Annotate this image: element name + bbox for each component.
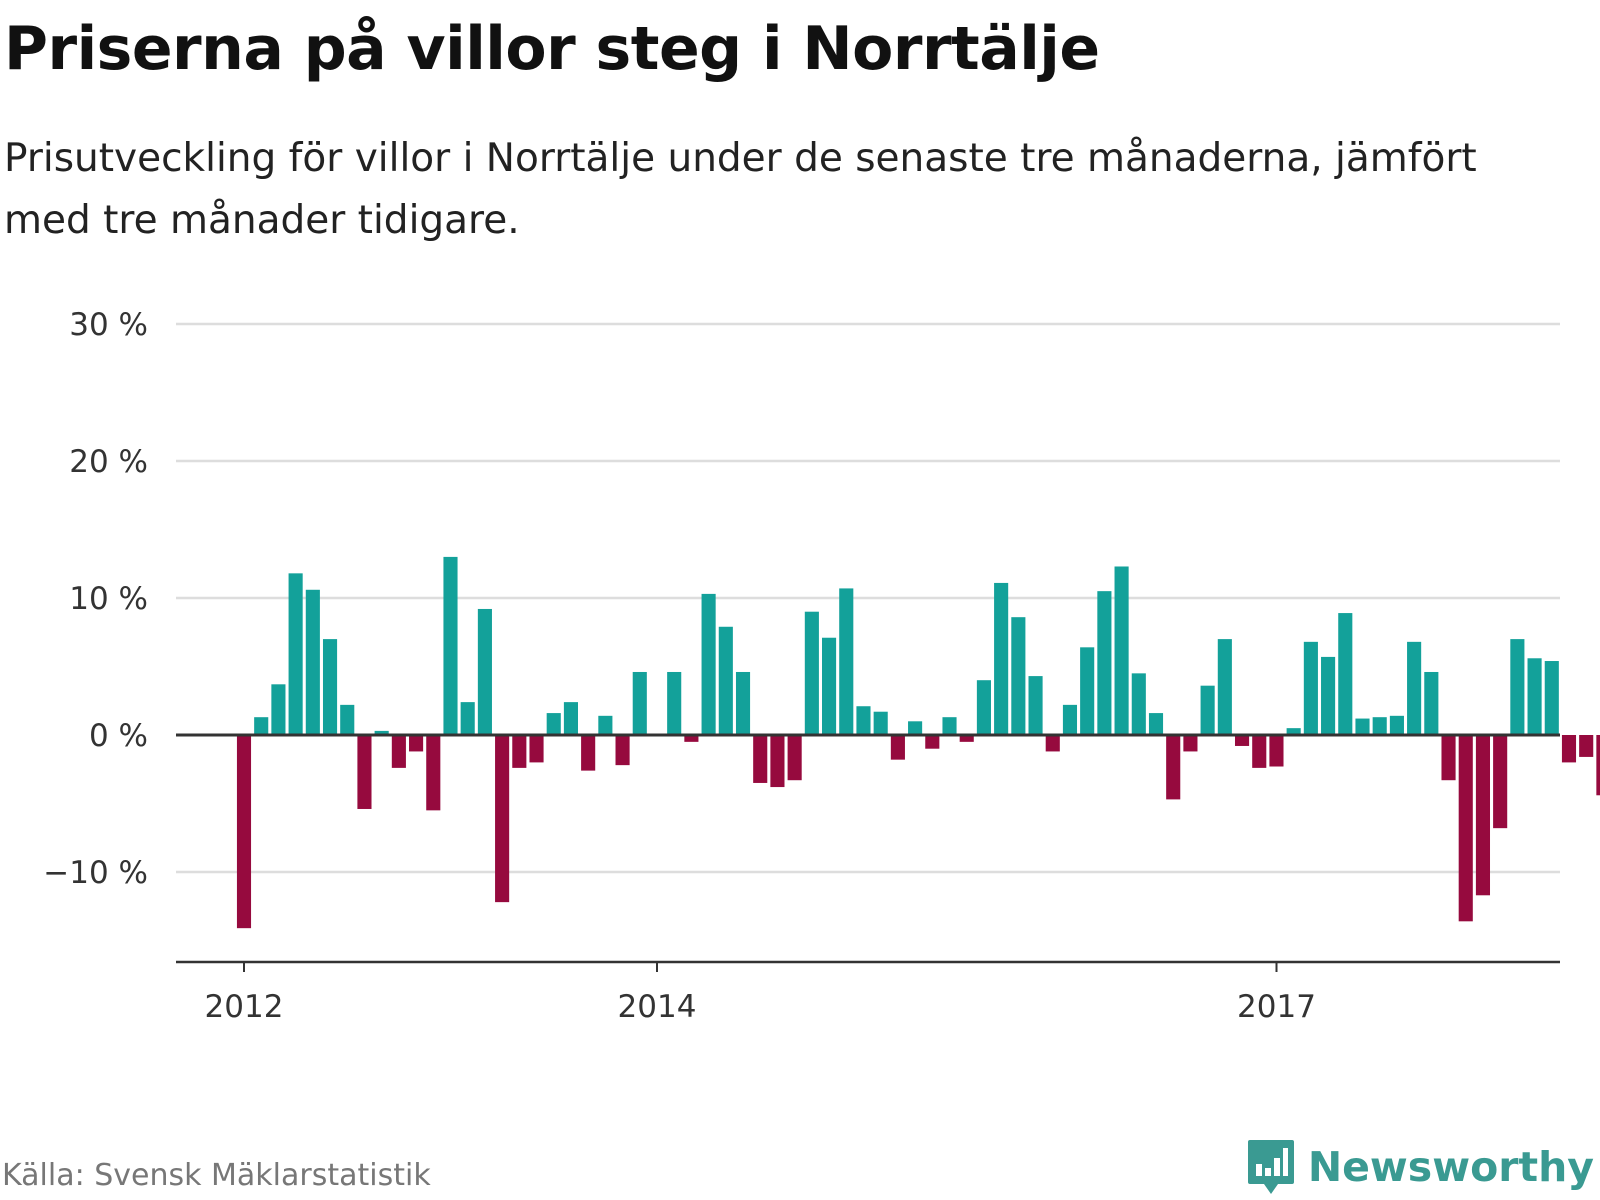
bar: [1217, 639, 1232, 735]
bar: [718, 626, 733, 735]
bar: [1166, 735, 1181, 800]
bar: [1355, 718, 1370, 735]
bar: [787, 735, 802, 781]
bar: [374, 730, 389, 735]
brand-logo[interactable]: Newsworthy: [1246, 1138, 1594, 1196]
bar: [770, 735, 785, 788]
bar: [1097, 591, 1112, 735]
bar: [1114, 566, 1129, 735]
bar: [409, 735, 424, 752]
bar: [701, 593, 716, 735]
bar: [994, 582, 1009, 735]
bar: [1561, 735, 1577, 763]
bar: [890, 735, 905, 760]
bar: [546, 713, 561, 735]
axes: [176, 733, 1560, 964]
x-tick-label: 2014: [618, 989, 697, 1025]
gridlines: [176, 322, 1560, 874]
bar: [1407, 641, 1422, 735]
y-tick-label: 30 %: [69, 307, 148, 343]
bar: [563, 702, 578, 735]
chart-subtitle: Prisutveckling för villor i Norrtälje un…: [4, 136, 1477, 243]
bar: [804, 611, 819, 735]
bar: [357, 735, 372, 809]
bar: [581, 735, 596, 771]
brand-name: Newsworthy: [1307, 1143, 1594, 1191]
bar: [598, 715, 613, 735]
bars: [236, 556, 1600, 929]
bar: [288, 573, 303, 735]
bar: [1372, 717, 1387, 735]
bar: [1028, 676, 1043, 735]
bar: [443, 556, 458, 735]
y-tick-label: 10 %: [69, 581, 148, 617]
bar: [495, 735, 510, 903]
chart-title: Priserna på villor steg i Norrtälje: [4, 14, 1100, 84]
bar: [1200, 685, 1215, 735]
bar: [735, 671, 751, 735]
bar: [839, 588, 854, 735]
bar: [1389, 715, 1404, 735]
bar: [322, 639, 338, 735]
bar: [460, 702, 475, 735]
bar: [667, 671, 682, 735]
bar: [477, 608, 492, 735]
bar: [1062, 704, 1078, 735]
x-tick-label: 2012: [205, 989, 284, 1025]
bar: [1596, 735, 1600, 796]
bar: [391, 735, 406, 768]
bar: [925, 735, 940, 749]
bar: [1011, 617, 1026, 735]
bar: [684, 735, 699, 742]
bar: [942, 717, 957, 735]
bar: [340, 704, 355, 735]
bar: [305, 589, 320, 735]
bar: [1510, 639, 1525, 735]
bar: [512, 735, 527, 768]
bar: [1321, 656, 1336, 735]
bar: [1183, 735, 1198, 752]
y-axis-labels: 30 % 20 % 10 % 0 % −10 %: [43, 307, 148, 891]
bar: [1303, 641, 1318, 735]
bar: [1493, 735, 1508, 829]
bar: [908, 721, 923, 735]
bar: [1269, 735, 1284, 767]
bar: [1286, 728, 1301, 735]
bar: [1579, 735, 1594, 757]
bar: [1338, 613, 1353, 735]
bar: [1252, 735, 1267, 768]
bar: [1131, 673, 1146, 735]
bar: [615, 735, 630, 766]
y-tick-label: 0 %: [89, 718, 148, 754]
bar: [1424, 671, 1439, 735]
y-tick-label: 20 %: [69, 444, 148, 480]
bar: [1234, 735, 1250, 746]
bar: [1544, 661, 1559, 735]
bar: [1527, 658, 1542, 735]
bar: [1441, 735, 1456, 781]
bar: [271, 684, 286, 735]
bar: [1045, 735, 1060, 752]
x-tick-label: 2017: [1237, 989, 1316, 1025]
bar: [873, 711, 888, 735]
bar: [1475, 735, 1491, 896]
source-credit: Källa: Svensk Mäklarstatistik: [2, 1158, 431, 1193]
bar: [1080, 647, 1095, 735]
bar: [1148, 713, 1164, 735]
bar: [1458, 735, 1473, 922]
y-tick-label: −10 %: [43, 855, 148, 891]
bar: [529, 735, 544, 763]
x-axis-labels: 201220142017201920222024: [205, 962, 1316, 1025]
newsworthy-logo-icon: [1247, 1140, 1294, 1194]
bar: [976, 680, 991, 735]
bar: [632, 671, 647, 735]
bar: [959, 735, 974, 742]
bar: [254, 717, 269, 735]
bar: [426, 735, 441, 811]
bar: [856, 706, 871, 735]
bar: [236, 735, 252, 929]
bar: [822, 637, 837, 735]
bar: [753, 735, 768, 783]
